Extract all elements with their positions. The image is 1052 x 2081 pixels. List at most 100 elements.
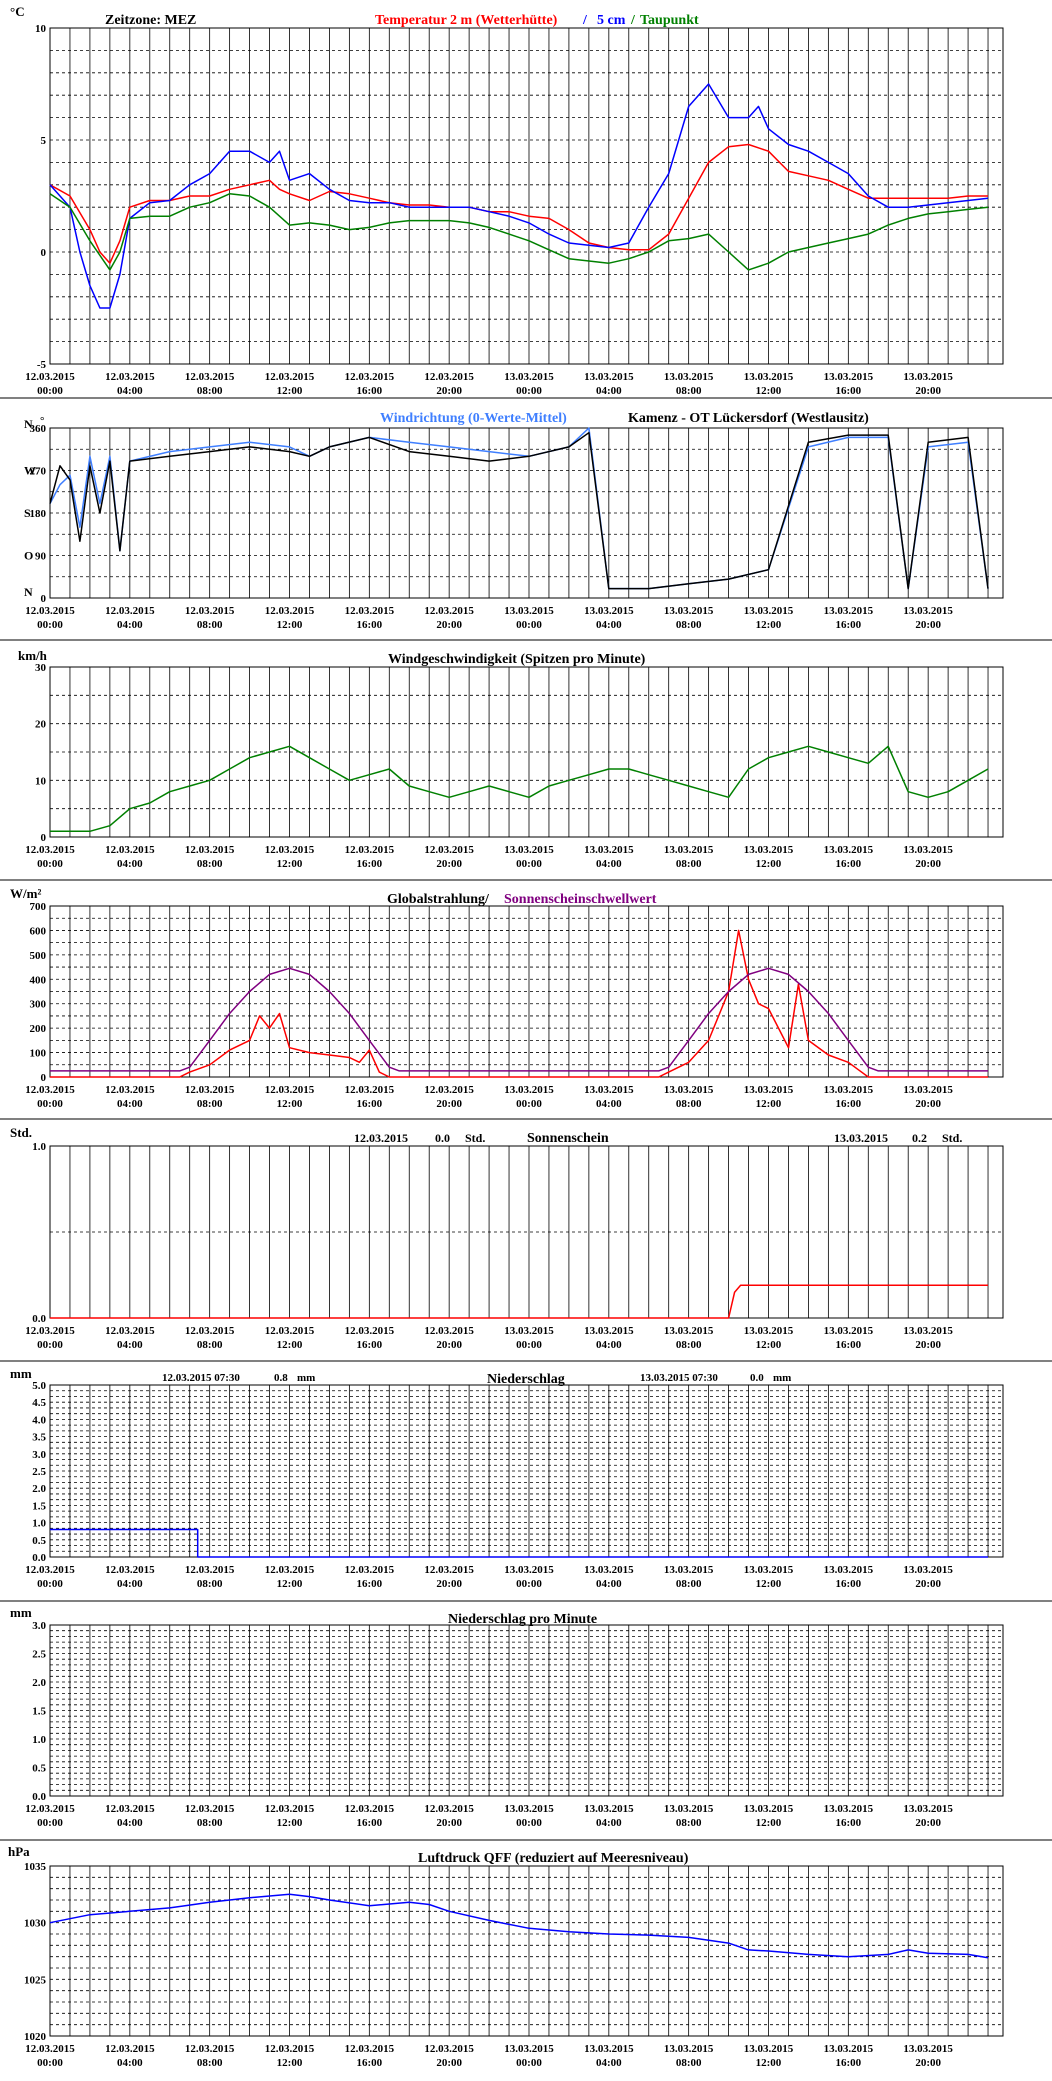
sunshine-ytick-label: 0.0 [32,1313,46,1325]
wind_speed-xtick-time: 08:00 [197,858,223,870]
precip_min-xtick-time: 00:00 [516,1817,542,1829]
wind_speed-xtick-time: 20:00 [436,858,462,870]
precip-series-line-0 [50,1528,988,1558]
wind_speed-ytick-label: 20 [35,719,47,731]
sunshine-xtick-time: 16:00 [356,1339,382,1351]
radiation-xtick-time: 20:00 [915,1098,941,1110]
temp-xtick-time: 20:00 [436,385,462,397]
temp-frame [49,27,1004,365]
precip-xtick-time: 00:00 [516,1578,542,1590]
radiation-xtick-time: 16:00 [835,1098,861,1110]
sunshine-xtick-date: 13.03.2015 [664,1325,714,1337]
precip_min-xtick-date: 12.03.2015 [345,1803,395,1815]
wind_dir-xtick-time: 20:00 [915,619,941,631]
radiation-xtick-date: 12.03.2015 [345,1084,395,1096]
temp-ytick-label: 0 [41,247,47,259]
radiation-xtick-time: 08:00 [197,1098,223,1110]
precip_min-xtick-date: 13.03.2015 [744,1803,794,1815]
temp-title-red: Temperatur 2 m (Wetterhütte) [375,13,558,28]
temp-xtick-time: 08:00 [197,385,223,397]
sunshine-xtick-time: 04:00 [596,1339,622,1351]
wind_dir-ytick-label: 0 [41,593,47,605]
precip_min-ytick-label: 2.5 [32,1649,46,1661]
precip-xtick-time: 20:00 [915,1578,941,1590]
wind_speed-xtick-date: 13.03.2015 [903,844,953,856]
temp-unit-label: °C [10,4,25,19]
wind_speed-xtick-time: 00:00 [516,858,542,870]
precip-unit-label: mm [10,1366,32,1381]
precip-min-unit-label: mm [10,1605,32,1620]
pressure-ytick-label: 1020 [24,2031,47,2043]
precip-ytick-label: 2.5 [32,1466,46,1478]
pressure-xtick-time: 00:00 [516,2057,542,2069]
precip-ytick-label: 5.0 [32,1380,46,1392]
precip-xtick-date: 12.03.2015 [25,1564,75,1576]
precip_min-plot: 3.02.52.01.51.00.50.012.03.201500:0012.0… [0,1620,1052,1841]
precip_min-xtick-time: 12:00 [277,1817,303,1829]
temp-xtick-time: 12:00 [756,385,782,397]
radiation-xtick-time: 04:00 [117,1098,143,1110]
precip-xtick-time: 20:00 [436,1578,462,1590]
wind_dir-xtick-date: 12.03.2015 [265,605,315,617]
wind_speed-xtick-date: 13.03.2015 [744,844,794,856]
precip-xtick-date: 13.03.2015 [824,1564,874,1576]
wind_speed-xtick-time: 08:00 [676,858,702,870]
radiation-ytick-label: 200 [30,1023,47,1035]
radiation-xtick-time: 16:00 [356,1098,382,1110]
precip-ytick-label: 3.5 [32,1432,46,1444]
precip_min-xtick-time: 08:00 [197,1817,223,1829]
temp-xtick-date: 13.03.2015 [584,371,634,383]
temp-xtick-date: 12.03.2015 [424,371,474,383]
temp-sep-1: / [582,13,588,28]
wind_speed-xtick-date: 13.03.2015 [664,844,714,856]
radiation-ytick-label: 0 [41,1072,47,1084]
precip-day2-unit: mm [773,1372,791,1384]
radiation-xtick-date: 12.03.2015 [105,1084,155,1096]
precip_min-ytick-label: 0.5 [32,1763,46,1775]
radiation-ytick-label: 700 [30,901,47,913]
pressure-xtick-time: 12:00 [756,2057,782,2069]
radiation-xtick-time: 08:00 [676,1098,702,1110]
temp-xtick-time: 04:00 [117,385,143,397]
wind_dir-xtick-date: 12.03.2015 [105,605,155,617]
precip-title: Niederschlag [487,1372,565,1387]
wind_dir-ytick-label: 180 [30,508,47,520]
wind_dir-xtick-time: 04:00 [596,619,622,631]
wind_dir-series-line-1 [49,431,989,590]
sunshine-xtick-time: 00:00 [516,1339,542,1351]
sunshine-xtick-date: 13.03.2015 [903,1325,953,1337]
pressure-xtick-date: 12.03.2015 [345,2043,395,2055]
radiation-xtick-date: 13.03.2015 [903,1084,953,1096]
precip_min-xtick-time: 12:00 [756,1817,782,1829]
radiation-xtick-date: 12.03.2015 [424,1084,474,1096]
precip-ytick-label: 4.0 [32,1414,46,1426]
wind_speed-xtick-date: 13.03.2015 [824,844,874,856]
temp-series-line-2 [49,193,989,271]
pressure-xtick-time: 08:00 [197,2057,223,2069]
wind_speed-frame [49,666,1004,838]
wind_dir-xtick-time: 12:00 [756,619,782,631]
sunshine-ytick-label: 1.0 [32,1141,46,1153]
pressure-xtick-time: 16:00 [835,2057,861,2069]
pressure-xtick-time: 04:00 [596,2057,622,2069]
sunshine-day1-date: 12.03.2015 [354,1131,408,1145]
temp-xtick-time: 20:00 [915,385,941,397]
wind_dir-xtick-time: 20:00 [436,619,462,631]
pressure-plot: 103510301025102012.03.201500:0012.03.201… [24,1861,1004,2069]
precip_min-xtick-time: 16:00 [835,1817,861,1829]
radiation-ytick-label: 100 [30,1048,47,1060]
pressure-xtick-date: 12.03.2015 [424,2043,474,2055]
precip-xtick-time: 12:00 [277,1578,303,1590]
pressure-series-line-0 [49,1893,989,1959]
sunshine-xtick-date: 12.03.2015 [25,1325,75,1337]
precip-plot: 5.04.54.03.53.02.52.01.51.00.50.012.03.2… [0,1380,1052,1602]
radiation-xtick-time: 12:00 [756,1098,782,1110]
radiation-xtick-date: 13.03.2015 [584,1084,634,1096]
precip-xtick-time: 08:00 [676,1578,702,1590]
wind_speed-xtick-date: 12.03.2015 [265,844,315,856]
radiation-title-purple: Sonnenscheinschwellwert [504,892,657,907]
pressure-xtick-time: 16:00 [356,2057,382,2069]
pressure-xtick-time: 20:00 [436,2057,462,2069]
timezone-label: Zeitzone: MEZ [105,13,196,28]
wind_dir-xtick-date: 13.03.2015 [824,605,874,617]
